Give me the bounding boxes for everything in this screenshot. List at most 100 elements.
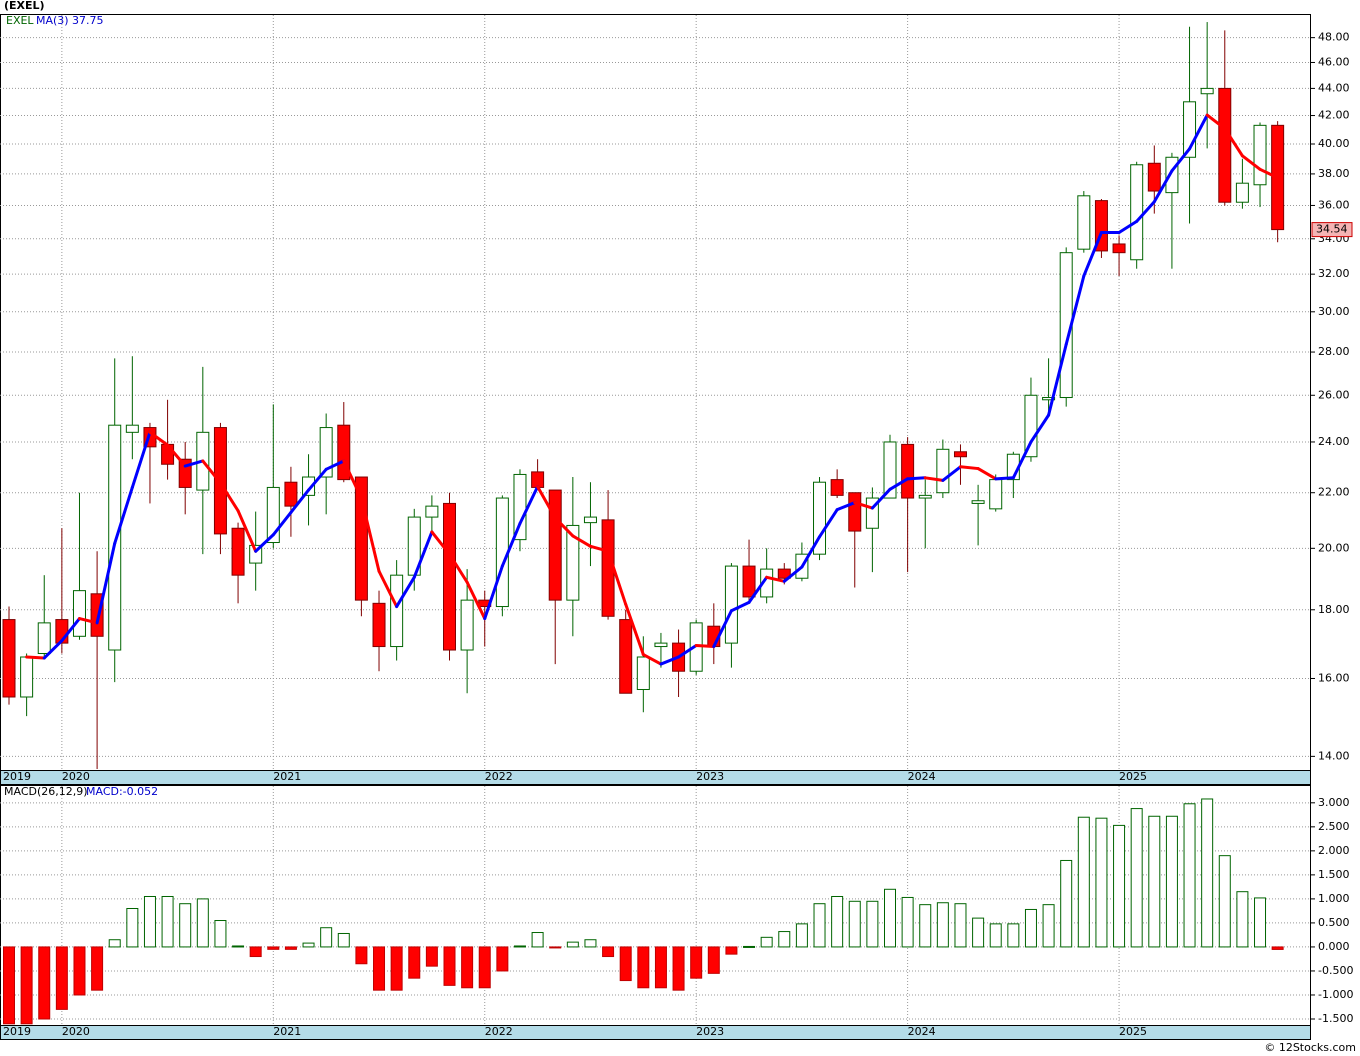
y-tick-label: -1.500 xyxy=(1318,1012,1353,1025)
ma-line xyxy=(289,488,311,514)
ma-line xyxy=(218,481,240,513)
ma-line xyxy=(870,487,892,510)
macd-bar xyxy=(214,920,227,948)
x-tick-label: 2025 xyxy=(1119,1025,1147,1038)
ma-line xyxy=(1188,113,1209,151)
ma-line xyxy=(835,501,857,512)
candle-body xyxy=(777,568,791,579)
ma-line xyxy=(606,549,628,606)
macd-bar xyxy=(3,946,15,1025)
macd-bar xyxy=(390,946,403,991)
macd-bar xyxy=(743,945,756,948)
candle-body xyxy=(1112,243,1126,254)
macd-bar xyxy=(1165,815,1178,948)
ma-line xyxy=(747,575,769,604)
macd-bar xyxy=(778,931,791,948)
macd-bar xyxy=(1201,798,1214,948)
macd-bar xyxy=(355,946,368,965)
ma-line xyxy=(25,655,46,660)
ma-line xyxy=(271,510,293,537)
macd-bar xyxy=(1077,816,1090,948)
macd-bar xyxy=(584,939,597,948)
macd-bar xyxy=(1007,923,1020,948)
ma-line xyxy=(976,467,998,481)
macd-bar xyxy=(707,946,720,974)
macd-bar xyxy=(38,946,51,1020)
x-tick-label: 2021 xyxy=(273,770,301,783)
date-strip xyxy=(0,770,1311,785)
ma-line xyxy=(571,534,592,548)
ma-line xyxy=(712,609,733,649)
y-tick-label: 14.00 xyxy=(1318,749,1350,762)
ma-line xyxy=(254,533,275,553)
macd-bar xyxy=(654,946,667,989)
last-price-label: 34.54 xyxy=(1316,223,1348,236)
ma-line xyxy=(60,617,81,643)
y-tick-label: -0.500 xyxy=(1318,964,1353,977)
macd-bar xyxy=(848,900,861,948)
y-tick-label: 44.00 xyxy=(1318,81,1350,94)
candle-body xyxy=(724,565,738,644)
macd-bar xyxy=(337,932,350,948)
candle-body xyxy=(830,479,844,496)
ma-line xyxy=(430,530,451,556)
x-tick-label: 2020 xyxy=(62,770,90,783)
macd-bar xyxy=(249,946,262,958)
ma-line xyxy=(183,459,205,468)
y-tick-label: 1.500 xyxy=(1318,868,1350,881)
x-tick-label: 2025 xyxy=(1119,770,1147,783)
macd-bar xyxy=(179,903,192,948)
x-tick-label: 2024 xyxy=(908,770,936,783)
ma-line xyxy=(729,600,751,613)
ma-line xyxy=(818,508,839,539)
y-tick-label: 22.00 xyxy=(1318,486,1350,499)
candle-body xyxy=(936,448,950,494)
x-tick-label: 2023 xyxy=(696,770,724,783)
ma-line xyxy=(95,541,117,625)
ma-line xyxy=(1047,342,1068,417)
macd-bar xyxy=(954,903,967,948)
candle-body xyxy=(1024,394,1038,458)
y-tick-label: 28.00 xyxy=(1318,345,1350,358)
candle-body xyxy=(390,574,404,648)
y-tick-label: 1.000 xyxy=(1318,892,1350,905)
macd-bar xyxy=(267,946,280,950)
ma-line xyxy=(1011,440,1033,480)
legend-symbol: EXEL xyxy=(6,14,34,27)
candle-body xyxy=(37,622,51,654)
macd-bar xyxy=(566,941,579,948)
macd-bar xyxy=(866,900,879,948)
x-tick-label: 2019 xyxy=(3,770,31,783)
candle-body xyxy=(2,619,16,698)
y-tick-label: 2.000 xyxy=(1318,844,1350,857)
macd-bar xyxy=(461,946,474,989)
ma-line xyxy=(359,496,381,573)
macd-bar xyxy=(302,942,315,948)
candle-body xyxy=(531,471,545,488)
candle-body xyxy=(918,494,932,499)
candle-body xyxy=(20,656,34,698)
macd-bar xyxy=(478,946,491,989)
macd-bar xyxy=(760,936,773,948)
macd-bar xyxy=(1113,824,1126,948)
macd-bar xyxy=(1024,908,1037,948)
y-tick-label: 18.00 xyxy=(1318,603,1350,616)
ma-line xyxy=(553,516,575,538)
candle-body xyxy=(108,424,122,651)
macd-bar xyxy=(989,923,1002,948)
y-tick-label: 48.00 xyxy=(1318,31,1350,44)
candle-body xyxy=(953,451,967,458)
macd-bar xyxy=(1254,897,1267,948)
ma-line xyxy=(518,485,540,525)
ma-line xyxy=(500,521,522,568)
macd-bar xyxy=(232,945,245,948)
macd-bar xyxy=(831,895,844,948)
macd-bar xyxy=(1095,817,1108,948)
macd-bar xyxy=(1218,855,1231,948)
macd-bar xyxy=(1236,891,1249,948)
macd-bar xyxy=(813,903,826,948)
macd-bar xyxy=(55,946,68,1010)
candle-body xyxy=(1077,195,1091,250)
ma-line xyxy=(659,655,681,666)
macd-bar xyxy=(408,946,421,979)
